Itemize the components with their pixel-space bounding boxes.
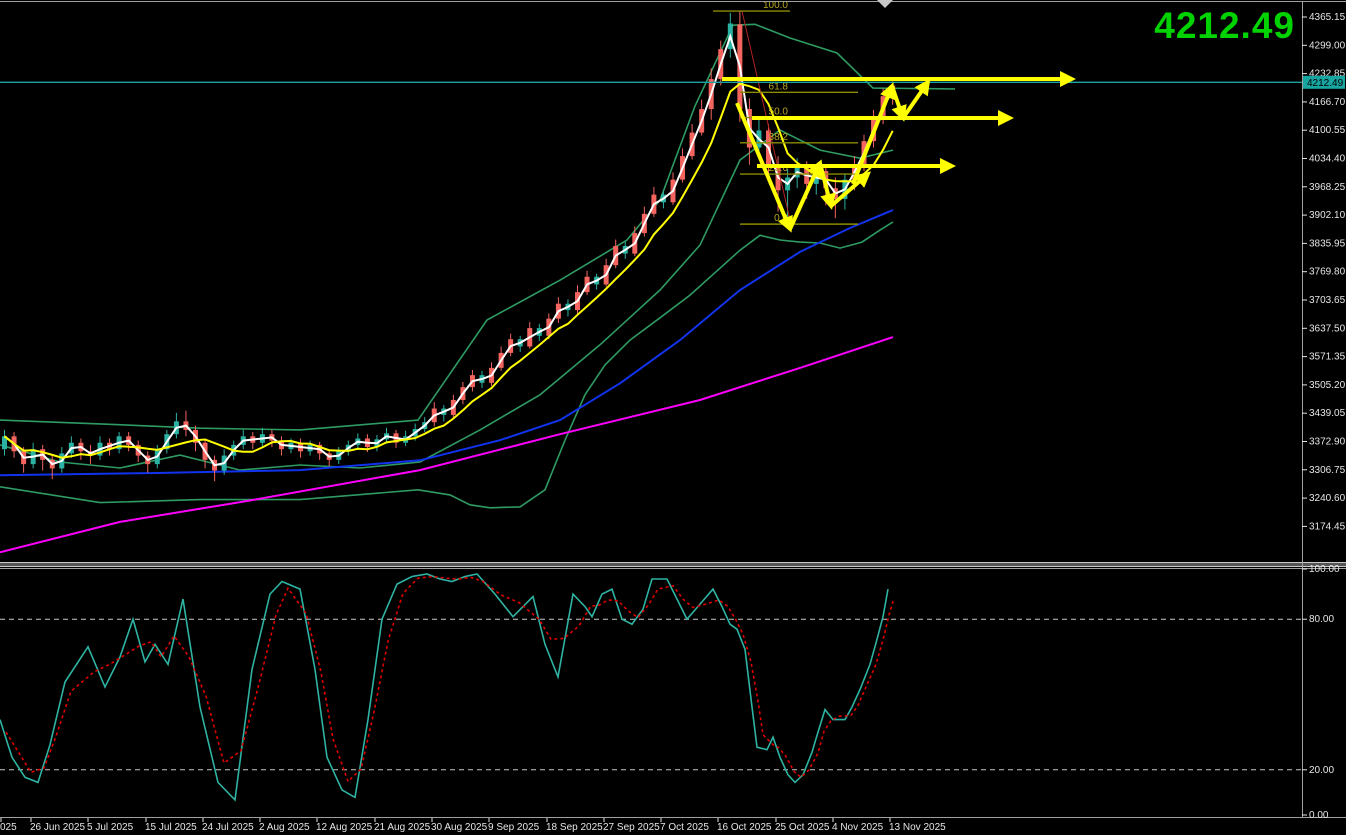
trend-arrows[interactable] <box>722 71 1076 233</box>
date-label: 30 Aug 2025 <box>431 822 488 833</box>
price-tick-label: 3439.05 <box>1309 408 1346 419</box>
price-tick-label: 3703.65 <box>1309 295 1346 306</box>
time-axis[interactable]: 025 26 Jun 2025 5 Jul 2025 15 Jul 2025 24 Ju… <box>0 818 946 833</box>
date-label: 26 Jun 2025 <box>30 822 85 833</box>
bollinger-upper-line <box>0 23 956 431</box>
price-tick-label: 4299.00 <box>1309 40 1346 51</box>
date-label: 025 <box>0 822 17 833</box>
current-price-display: 4212.49 <box>1154 5 1295 46</box>
date-label: 9 Sep 2025 <box>488 822 540 833</box>
price-tick-label: 4034.40 <box>1309 154 1346 165</box>
date-label: 24 Jul 2025 <box>202 822 254 833</box>
fib-level-label: 38.2 <box>769 132 789 143</box>
ma-magenta-line <box>0 336 894 554</box>
bollinger-middle-line <box>0 129 894 471</box>
price-tick-label: 3240.60 <box>1309 493 1346 504</box>
stoch-tick-label: 0.00 <box>1309 810 1329 821</box>
scroll-to-end-triangle-icon[interactable] <box>877 0 893 8</box>
date-label: 15 Jul 2025 <box>145 822 197 833</box>
stochastic-panel[interactable] <box>0 573 1302 802</box>
price-tick-label: 3505.20 <box>1309 380 1346 391</box>
fib-level-label: 50.0 <box>769 107 789 118</box>
date-label: 16 Oct 2025 <box>717 822 772 833</box>
stoch-main-line <box>0 573 889 802</box>
date-label: 5 Jul 2025 <box>87 822 134 833</box>
price-tick-label: 3902.10 <box>1309 210 1346 221</box>
arrow-object[interactable] <box>735 102 793 233</box>
price-tick-label: 3835.95 <box>1309 238 1346 249</box>
fib-level-label: 61.8 <box>769 81 789 92</box>
arrow-object[interactable] <box>818 162 836 210</box>
fib-level-label: 23.6 <box>769 163 789 174</box>
ma-white-line <box>3 33 894 467</box>
date-label: 18 Sep 2025 <box>546 822 603 833</box>
arrow-object[interactable] <box>890 85 907 122</box>
date-label: 7 Oct 2025 <box>660 822 709 833</box>
stoch-tick-label: 20.00 <box>1309 765 1334 776</box>
date-label: 25 Oct 2025 <box>775 822 830 833</box>
price-tick-label: 4100.55 <box>1309 125 1346 136</box>
arrow-object[interactable] <box>829 171 872 208</box>
main-price-panel[interactable]: 100.061.850.038.223.60.0 <box>0 0 1302 554</box>
date-label: 12 Aug 2025 <box>316 822 373 833</box>
price-tick-label: 4365.15 <box>1309 12 1346 23</box>
candles <box>2 11 896 482</box>
price-tick-label: 3571.35 <box>1309 352 1346 363</box>
date-label: 13 Nov 2025 <box>889 822 946 833</box>
date-label: 2 Aug 2025 <box>259 822 310 833</box>
ma-blue-line <box>0 209 894 477</box>
stoch-tick-label: 100.00 <box>1309 564 1340 575</box>
price-tick-label: 3174.45 <box>1309 521 1346 532</box>
arrow-object[interactable] <box>788 159 823 230</box>
arrow-object[interactable] <box>851 82 895 185</box>
date-label: 4 Nov 2025 <box>832 822 884 833</box>
stoch-signal-line <box>5 575 895 783</box>
current-price-tag <box>1303 75 1345 89</box>
price-tick-label: 3637.50 <box>1309 323 1346 334</box>
fib-level-label: 100.0 <box>763 0 788 11</box>
arrow-object[interactable] <box>901 78 931 120</box>
price-tick-label: 3372.90 <box>1309 437 1346 448</box>
price-axis[interactable]: 4365.15 4299.00 4232.85 4166.70 4100.55 4034.… <box>1302 12 1346 821</box>
date-label: 21 Aug 2025 <box>374 822 431 833</box>
ma-yellow-line <box>3 82 894 459</box>
current-price-tag-value: 4212.49 <box>1307 78 1344 89</box>
date-label: 27 Sep 2025 <box>603 822 660 833</box>
price-tick-label: 4232.85 <box>1309 69 1346 80</box>
panel-divider[interactable] <box>0 562 1346 567</box>
price-tick-label: 3306.75 <box>1309 465 1346 476</box>
price-tick-label: 3769.80 <box>1309 267 1346 278</box>
price-tick-label: 4166.70 <box>1309 97 1346 108</box>
stoch-tick-label: 80.00 <box>1309 614 1334 625</box>
price-tick-label: 3968.25 <box>1309 182 1346 193</box>
